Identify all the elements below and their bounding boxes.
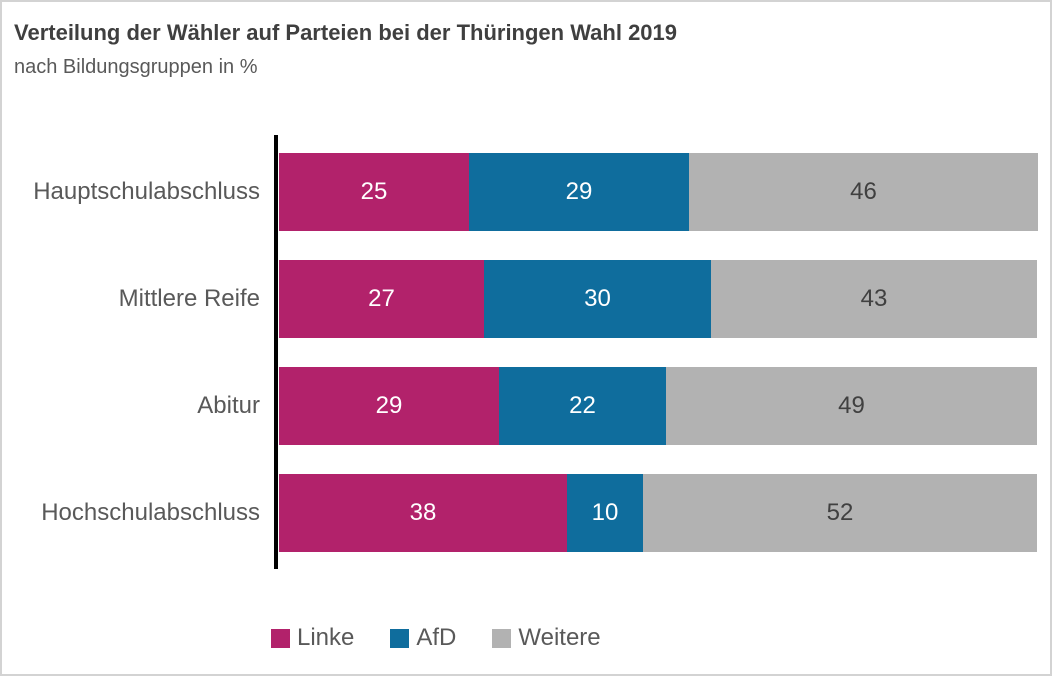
bar-segment-linke: 25 [279,153,469,231]
bar-row: Hochschulabschluss 38 10 52 [2,474,1050,552]
y-axis-line [274,135,278,569]
stacked-bar: 38 10 52 [279,474,1037,552]
segment-value-label: 29 [375,392,403,419]
legend: Linke AfD Weitere [271,624,601,652]
segment-value-label: 22 [569,392,596,419]
bar-segment-weitere: 49 [666,367,1037,445]
segment-value-label: 30 [584,285,611,312]
stacked-bar: 25 29 46 [279,153,1038,231]
bar-row: Mittlere Reife 27 30 43 [2,260,1050,338]
legend-item-weitere: Weitere [492,624,601,652]
segment-value-label: 46 [850,178,877,205]
stacked-bar: 29 22 49 [279,367,1037,445]
bar-segment-weitere: 46 [689,153,1038,231]
bar-segment-afd: 22 [499,367,666,445]
bar-segment-afd: 30 [484,260,711,338]
segment-value-label: 25 [360,178,388,205]
segment-value-label: 27 [368,285,395,312]
segment-value-label: 43 [860,285,888,312]
legend-item-linke: Linke [271,624,354,652]
segment-value-label: 52 [826,499,854,526]
legend-swatch-afd [390,628,410,648]
category-label: Hochschulabschluss [41,499,260,526]
bar-row: Abitur 29 22 49 [2,367,1050,445]
category-label: Mittlere Reife [118,285,260,312]
segment-value-label: 10 [591,499,619,526]
bar-segment-linke: 29 [279,367,499,445]
bar-segment-weitere: 52 [643,474,1037,552]
chart-title: Verteilung der Wähler auf Parteien bei d… [14,20,678,45]
legend-label: Weitere [518,624,601,651]
legend-label: Linke [297,624,355,651]
legend-swatch-weitere [492,628,512,648]
bar-segment-linke: 38 [279,474,567,552]
category-label: Hauptschulabschluss [33,178,260,205]
segment-value-label: 29 [565,178,593,205]
bar-row: Hauptschulabschluss 25 29 46 [2,153,1050,231]
bar-segment-afd: 29 [469,153,689,231]
stacked-bar: 27 30 43 [279,260,1037,338]
legend-label: AfD [416,624,457,651]
segment-value-label: 38 [409,499,437,526]
legend-swatch-linke [271,628,290,648]
chart-subtitle: nach Bildungsgruppen in % [14,56,258,78]
bar-segment-weitere: 43 [711,260,1037,338]
bar-segment-linke: 27 [279,260,484,338]
segment-value-label: 49 [838,392,865,419]
category-label: Abitur [197,392,260,419]
legend-item-afd: AfD [390,624,456,652]
bar-segment-afd: 10 [567,474,643,552]
